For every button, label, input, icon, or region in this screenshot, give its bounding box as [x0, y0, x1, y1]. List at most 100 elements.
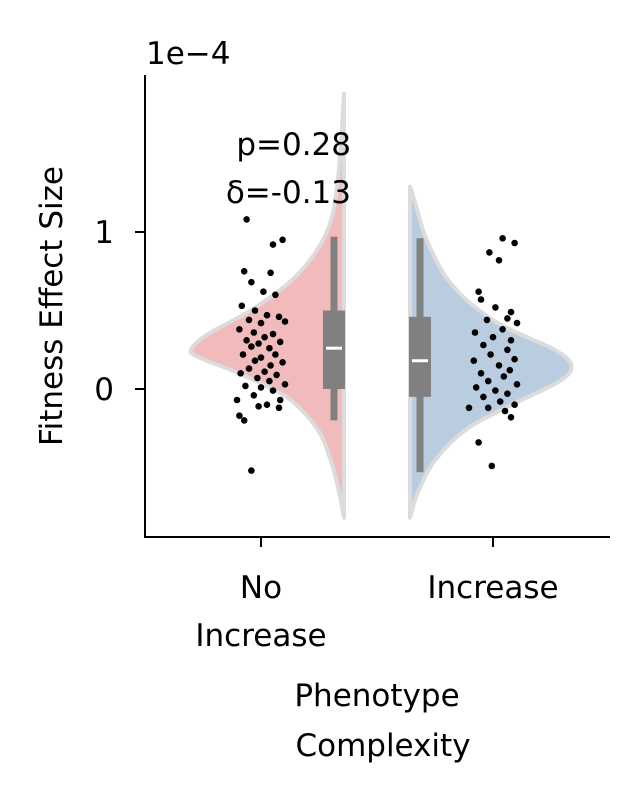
data-point	[496, 398, 504, 405]
data-point	[237, 370, 244, 377]
data-point	[242, 382, 249, 390]
data-point	[495, 257, 503, 264]
data-point	[272, 351, 279, 358]
x-ticks: No Increase Increase	[195, 537, 559, 654]
data-point	[248, 467, 255, 474]
data-point	[255, 403, 262, 410]
box-increase	[409, 316, 431, 397]
data-point	[251, 357, 259, 365]
data-point	[245, 316, 253, 324]
data-point	[513, 319, 521, 327]
data-point	[477, 296, 485, 303]
data-point	[507, 337, 515, 344]
data-point	[250, 329, 258, 336]
data-point	[251, 307, 259, 314]
x-axis-label-line-1: Phenotype	[294, 678, 459, 714]
data-point	[513, 381, 521, 388]
data-point	[245, 365, 253, 372]
data-point	[475, 439, 482, 446]
data-point	[275, 313, 283, 321]
data-point	[269, 241, 277, 248]
data-point	[511, 355, 518, 363]
data-point	[267, 269, 274, 277]
data-point	[477, 370, 485, 377]
y-tick-label: 1	[94, 215, 114, 251]
data-point	[484, 377, 492, 385]
data-point	[254, 374, 261, 382]
data-point	[489, 333, 497, 341]
data-point	[263, 311, 271, 319]
violin-no-increase	[188, 91, 346, 520]
box-no-increase	[323, 310, 345, 389]
data-point	[492, 387, 499, 394]
data-point	[504, 315, 511, 322]
data-point	[471, 329, 479, 336]
data-point	[272, 291, 279, 299]
data-point	[480, 341, 487, 349]
data-point	[239, 351, 247, 358]
data-point	[257, 384, 265, 391]
data-point	[261, 368, 268, 376]
data-point	[475, 288, 482, 296]
data-point	[236, 412, 243, 420]
data-point	[243, 337, 250, 344]
boxplots-layer	[323, 236, 431, 473]
data-point	[276, 396, 284, 404]
data-point	[281, 381, 289, 388]
data-point	[492, 304, 499, 311]
data-point	[257, 319, 265, 327]
data-point	[276, 338, 284, 346]
data-point	[266, 344, 273, 352]
data-point	[472, 384, 480, 391]
data-point	[240, 417, 248, 424]
data-point	[275, 404, 283, 412]
data-point	[233, 396, 241, 404]
data-point	[279, 359, 286, 366]
data-point	[480, 393, 487, 401]
stats-p-value: p=0.28	[236, 127, 351, 163]
data-point	[500, 373, 508, 380]
data-point	[273, 371, 280, 379]
stats-effect-size: δ=-0.13	[226, 175, 351, 211]
data-point	[465, 404, 473, 412]
data-point	[248, 278, 255, 286]
data-point	[266, 377, 273, 385]
data-point	[261, 333, 268, 341]
data-point	[507, 414, 515, 421]
data-point	[267, 362, 274, 369]
data-point	[501, 407, 509, 415]
data-point	[248, 343, 255, 350]
data-point	[506, 366, 514, 374]
data-point	[257, 354, 265, 361]
y-tick-label: 0	[94, 372, 114, 408]
data-point	[484, 404, 492, 412]
data-point	[470, 357, 478, 365]
data-point	[511, 239, 518, 247]
data-point	[240, 268, 248, 275]
data-point	[236, 326, 243, 333]
data-point	[281, 318, 289, 325]
data-point	[487, 351, 494, 358]
data-point	[260, 288, 267, 296]
x-tick-label-increase-1: Increase	[427, 570, 558, 606]
data-point	[269, 330, 277, 338]
x-tick-label-no-increase-2: Increase	[195, 618, 326, 654]
data-point	[499, 235, 506, 242]
y-axis-label: Fitness Effect Size	[34, 166, 70, 446]
data-point	[238, 302, 246, 310]
data-point	[250, 392, 258, 399]
offset-label: 1e−4	[146, 36, 231, 72]
x-tick-label-no-increase-1: No	[240, 570, 282, 606]
x-axis-label-line-2: Complexity	[295, 728, 470, 764]
data-point	[483, 316, 491, 324]
y-ticks: 01	[94, 215, 145, 408]
data-point	[269, 387, 277, 394]
data-point	[511, 401, 518, 409]
data-point	[504, 390, 511, 398]
data-point	[263, 401, 271, 409]
data-point	[255, 340, 262, 347]
data-point	[504, 346, 511, 354]
points-layer	[233, 216, 521, 474]
data-point	[243, 216, 250, 223]
